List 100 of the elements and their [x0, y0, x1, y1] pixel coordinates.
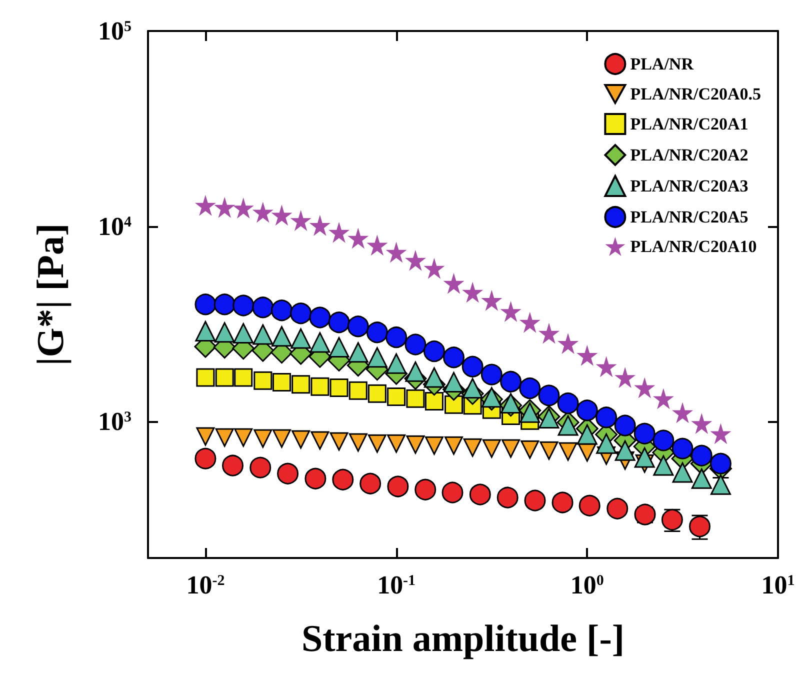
- point: [480, 364, 502, 386]
- point: [234, 428, 253, 447]
- point: [558, 415, 578, 436]
- point: [691, 412, 712, 434]
- point: [309, 306, 331, 328]
- point: [482, 439, 501, 458]
- point: [424, 367, 444, 388]
- point: [519, 378, 541, 400]
- point: [271, 326, 292, 347]
- point: [348, 381, 368, 400]
- point: [634, 447, 655, 468]
- point: [348, 228, 369, 249]
- x-axis-title: Strain amplitude [-]: [302, 618, 624, 660]
- point: [194, 294, 216, 316]
- point: [215, 428, 234, 447]
- point: [710, 452, 732, 474]
- point: [691, 468, 712, 489]
- point: [538, 384, 560, 406]
- point: [404, 334, 426, 356]
- point: [406, 389, 425, 408]
- point: [444, 395, 463, 414]
- point: [538, 322, 560, 344]
- point: [234, 368, 253, 387]
- point: [292, 375, 310, 394]
- legend-label: PLA/NR/C20A3: [630, 176, 748, 196]
- point: [254, 371, 272, 390]
- point: [520, 440, 540, 459]
- legend-label: PLA/NR/C20A10: [630, 236, 757, 256]
- point: [634, 377, 656, 398]
- point: [328, 312, 350, 334]
- point: [672, 462, 693, 483]
- point: [596, 406, 618, 428]
- y-axis-title: |G*| [Pa]: [30, 223, 72, 366]
- point: [652, 430, 674, 452]
- point: [232, 198, 254, 219]
- point: [194, 194, 216, 216]
- point: [214, 322, 235, 343]
- point: [576, 400, 598, 422]
- point: [233, 323, 254, 344]
- point: [710, 423, 732, 444]
- point: [443, 272, 464, 294]
- point: [386, 326, 408, 348]
- point: [310, 332, 330, 353]
- point: [424, 258, 445, 279]
- point: [348, 342, 368, 363]
- point: [214, 294, 236, 316]
- point: [404, 250, 426, 271]
- point: [368, 384, 386, 403]
- point: [406, 435, 425, 454]
- point: [368, 434, 386, 453]
- point: [558, 442, 578, 461]
- point: [252, 202, 274, 223]
- point: [614, 440, 636, 461]
- point: [387, 387, 406, 406]
- point: [462, 356, 484, 378]
- point: [576, 424, 598, 445]
- point: [614, 367, 636, 388]
- point: [462, 282, 484, 303]
- point: [710, 474, 731, 495]
- point: [424, 392, 444, 410]
- legend-label: PLA/NR: [630, 54, 694, 74]
- point: [215, 368, 234, 387]
- point: [330, 378, 348, 397]
- point: [444, 372, 464, 392]
- point: [558, 332, 579, 354]
- point: [519, 312, 540, 333]
- point: [196, 368, 215, 387]
- point: [348, 433, 368, 452]
- point: [614, 414, 636, 436]
- point: [214, 196, 236, 218]
- point: [328, 337, 350, 358]
- point: [387, 434, 406, 453]
- point: [481, 290, 502, 311]
- legend-label: PLA/NR/C20A2: [630, 146, 748, 164]
- point: [366, 322, 388, 344]
- point: [463, 438, 482, 457]
- point: [672, 438, 694, 460]
- point: [271, 204, 292, 226]
- point: [653, 455, 674, 476]
- point: [690, 444, 712, 466]
- point: [423, 340, 445, 362]
- point: [292, 430, 310, 449]
- point: [386, 353, 407, 374]
- point: [634, 422, 656, 444]
- legend-label: PLA/NR/C20A0.5: [630, 84, 762, 104]
- legend-label: PLA/NR/C20A5: [630, 208, 748, 226]
- point: [652, 388, 674, 410]
- point: [405, 361, 426, 382]
- point: [252, 296, 274, 318]
- point: [272, 429, 291, 448]
- point: [672, 402, 694, 424]
- point: [557, 392, 579, 414]
- point: [271, 300, 292, 322]
- point: [424, 436, 444, 455]
- point: [232, 294, 254, 316]
- point: [366, 234, 388, 256]
- point: [310, 431, 330, 450]
- legend-label: PLA/NR/C20A1: [630, 114, 748, 134]
- point: [462, 378, 483, 399]
- point: [194, 448, 216, 470]
